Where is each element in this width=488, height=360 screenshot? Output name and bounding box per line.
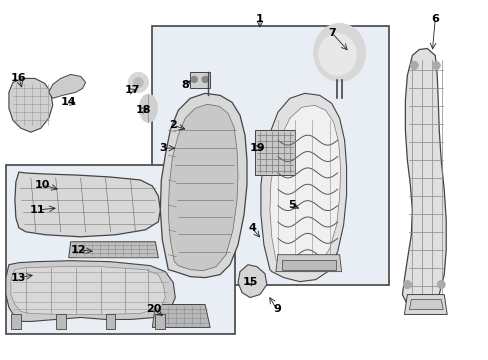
- Circle shape: [128, 72, 148, 92]
- Polygon shape: [11, 267, 165, 315]
- Ellipse shape: [139, 94, 157, 122]
- Circle shape: [403, 280, 410, 289]
- Circle shape: [431, 62, 439, 69]
- Text: 4: 4: [247, 223, 255, 233]
- Text: 17: 17: [124, 85, 140, 95]
- Polygon shape: [269, 105, 340, 270]
- Text: 3: 3: [159, 143, 167, 153]
- Text: 11: 11: [30, 205, 45, 215]
- Text: 1: 1: [256, 14, 263, 24]
- Polygon shape: [15, 172, 160, 237]
- Polygon shape: [11, 315, 21, 329]
- Text: 13: 13: [11, 273, 26, 283]
- Polygon shape: [261, 93, 346, 282]
- Ellipse shape: [318, 33, 356, 75]
- Text: 14: 14: [61, 97, 76, 107]
- Polygon shape: [275, 255, 341, 272]
- Polygon shape: [402, 49, 446, 307]
- Polygon shape: [168, 104, 238, 271]
- Polygon shape: [152, 305, 210, 328]
- Polygon shape: [254, 130, 294, 175]
- Text: 5: 5: [287, 200, 295, 210]
- Polygon shape: [404, 294, 447, 315]
- Text: 10: 10: [35, 180, 50, 190]
- Circle shape: [436, 280, 444, 289]
- Circle shape: [191, 76, 197, 82]
- Polygon shape: [190, 72, 210, 88]
- Polygon shape: [9, 78, 53, 132]
- Bar: [152, 26, 388, 285]
- Polygon shape: [238, 265, 266, 298]
- Text: 7: 7: [327, 28, 335, 37]
- Text: 16: 16: [11, 73, 27, 84]
- Polygon shape: [105, 315, 115, 329]
- Text: 20: 20: [145, 305, 161, 315]
- Polygon shape: [6, 261, 175, 321]
- Polygon shape: [56, 315, 65, 329]
- Text: 12: 12: [71, 245, 86, 255]
- Text: 9: 9: [272, 305, 280, 315]
- Circle shape: [202, 76, 208, 82]
- Text: 2: 2: [169, 120, 177, 130]
- Ellipse shape: [313, 24, 365, 81]
- Text: 15: 15: [242, 276, 257, 287]
- Polygon shape: [160, 93, 246, 278]
- Bar: [6, 165, 235, 334]
- Polygon shape: [281, 260, 335, 270]
- Polygon shape: [408, 300, 442, 310]
- Polygon shape: [155, 315, 165, 329]
- Circle shape: [133, 77, 143, 87]
- Text: 19: 19: [250, 143, 265, 153]
- Text: 6: 6: [430, 14, 438, 24]
- Polygon shape: [49, 75, 85, 98]
- Text: 18: 18: [135, 105, 151, 115]
- Polygon shape: [68, 242, 158, 258]
- Circle shape: [409, 62, 417, 69]
- Text: 8: 8: [181, 80, 189, 90]
